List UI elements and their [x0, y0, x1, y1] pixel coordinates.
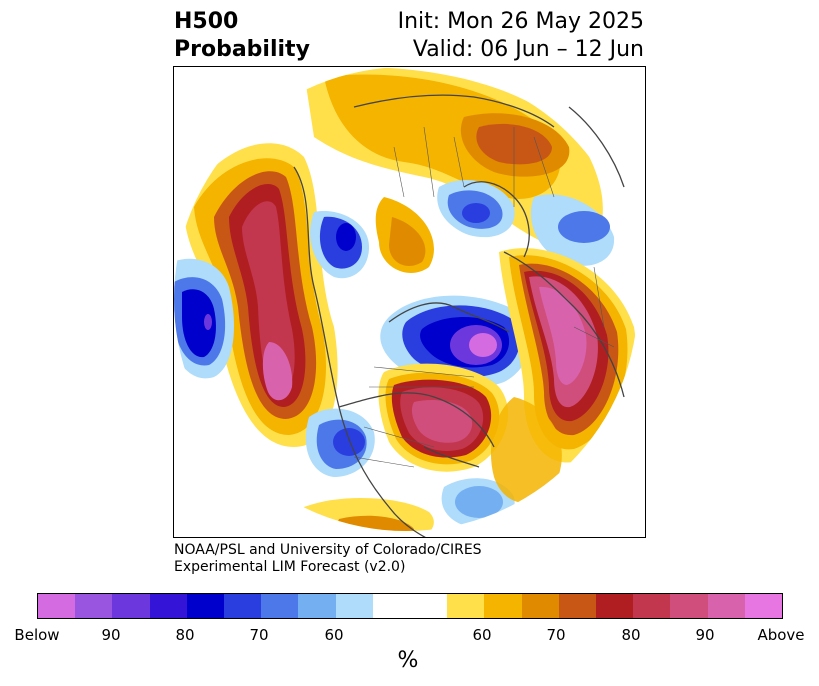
- map-credit: NOAA/PSL and University of Colorado/CIRE…: [174, 542, 482, 576]
- colorbar-segment: [112, 594, 150, 618]
- map-title: H500 Probability: [174, 8, 310, 64]
- colorbar-segment: [224, 594, 262, 618]
- colorbar-segment: [75, 594, 113, 618]
- colorbar-segment: [670, 594, 708, 618]
- colorbar-segment: [633, 594, 671, 618]
- colorbar-tick-label: 90: [101, 626, 121, 644]
- valid-range: Valid: 06 Jun – 12 Jun: [412, 37, 644, 62]
- colorbar-segment: [149, 594, 187, 618]
- colorbar-unit-label: %: [397, 648, 419, 673]
- colorbar-segment: [707, 594, 745, 618]
- shaded-field: [174, 67, 638, 531]
- credit-line-1: NOAA/PSL and University of Colorado/CIRE…: [174, 542, 482, 558]
- colorbar-segment: [298, 594, 336, 618]
- probability-map-svg: [174, 67, 638, 537]
- colorbar-segment: [558, 594, 597, 618]
- colorbar-segment: [447, 594, 485, 618]
- colorbar-tick-label: 70: [249, 626, 269, 644]
- colorbar-segment: [372, 594, 448, 618]
- colorbar-tick-label: 80: [175, 626, 195, 644]
- colorbar-segment: [744, 594, 783, 618]
- colorbar-tick-label: 70: [546, 626, 566, 644]
- colorbar-segment: [335, 594, 373, 618]
- title-variable: H500: [174, 9, 239, 34]
- credit-line-2: Experimental LIM Forecast (v2.0): [174, 559, 406, 575]
- colorbar-segment: [186, 594, 225, 618]
- colorbar-tick-label: 90: [695, 626, 715, 644]
- colorbar-segment: [521, 594, 559, 618]
- forecast-dates: Init: Mon 26 May 2025 Valid: 06 Jun – 12…: [398, 8, 644, 64]
- colorbar-tick-label: 60: [324, 626, 344, 644]
- colorbar-tick-label: Above: [757, 626, 805, 644]
- colorbar-segment: [484, 594, 522, 618]
- polar-map: [173, 66, 646, 538]
- title-field: Probability: [174, 37, 310, 62]
- init-date: Init: Mon 26 May 2025: [397, 9, 644, 34]
- colorbar-segment: [261, 594, 299, 618]
- colorbar-segment: [596, 594, 634, 618]
- colorbar-segment: [38, 594, 76, 618]
- colorbar-tick-label: Below: [14, 626, 60, 644]
- colorbar-tick-label: 80: [621, 626, 641, 644]
- political-boundaries: [353, 126, 615, 468]
- probability-colorbar: [37, 593, 783, 619]
- colorbar-tick-label: 60: [472, 626, 492, 644]
